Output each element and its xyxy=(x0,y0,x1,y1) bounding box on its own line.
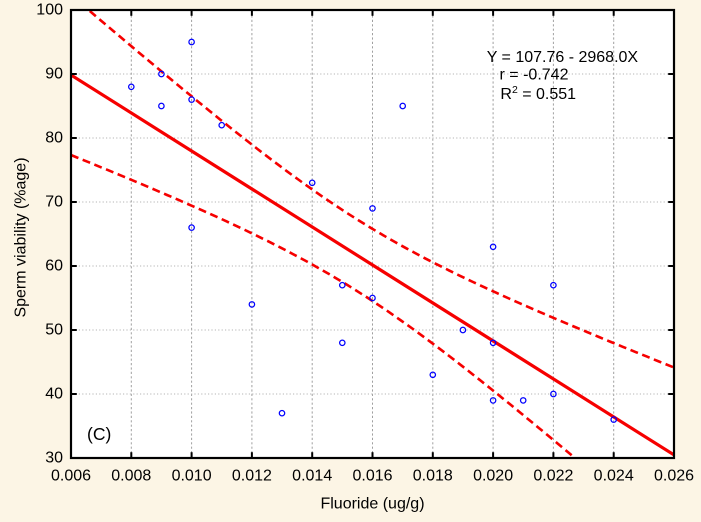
svg-text:0.024: 0.024 xyxy=(594,468,634,485)
svg-text:R2 = 0.551: R2 = 0.551 xyxy=(500,84,576,103)
svg-text:0.008: 0.008 xyxy=(111,468,151,485)
svg-text:r = -0.742: r = -0.742 xyxy=(500,67,569,84)
svg-text:60: 60 xyxy=(45,258,63,275)
svg-text:(C): (C) xyxy=(87,424,111,444)
svg-text:70: 70 xyxy=(45,194,63,211)
svg-text:0.014: 0.014 xyxy=(292,468,332,485)
svg-text:0.006: 0.006 xyxy=(51,468,91,485)
svg-text:40: 40 xyxy=(45,386,63,403)
svg-text:0.010: 0.010 xyxy=(172,468,212,485)
svg-text:30: 30 xyxy=(45,450,63,467)
svg-text:0.016: 0.016 xyxy=(352,468,392,485)
svg-text:90: 90 xyxy=(45,66,63,83)
svg-text:0.018: 0.018 xyxy=(413,468,453,485)
svg-text:0.026: 0.026 xyxy=(654,468,694,485)
svg-text:Y = 107.76 - 2968.0X: Y = 107.76 - 2968.0X xyxy=(487,49,639,66)
svg-text:0.022: 0.022 xyxy=(533,468,573,485)
svg-text:80: 80 xyxy=(45,130,63,147)
svg-text:0.020: 0.020 xyxy=(473,468,513,485)
svg-text:Fluoride (ug/g): Fluoride (ug/g) xyxy=(320,496,424,513)
svg-text:100: 100 xyxy=(36,2,63,19)
svg-text:50: 50 xyxy=(45,322,63,339)
svg-text:0.012: 0.012 xyxy=(232,468,272,485)
svg-text:Sperm viability (%age): Sperm viability (%age) xyxy=(13,157,30,317)
